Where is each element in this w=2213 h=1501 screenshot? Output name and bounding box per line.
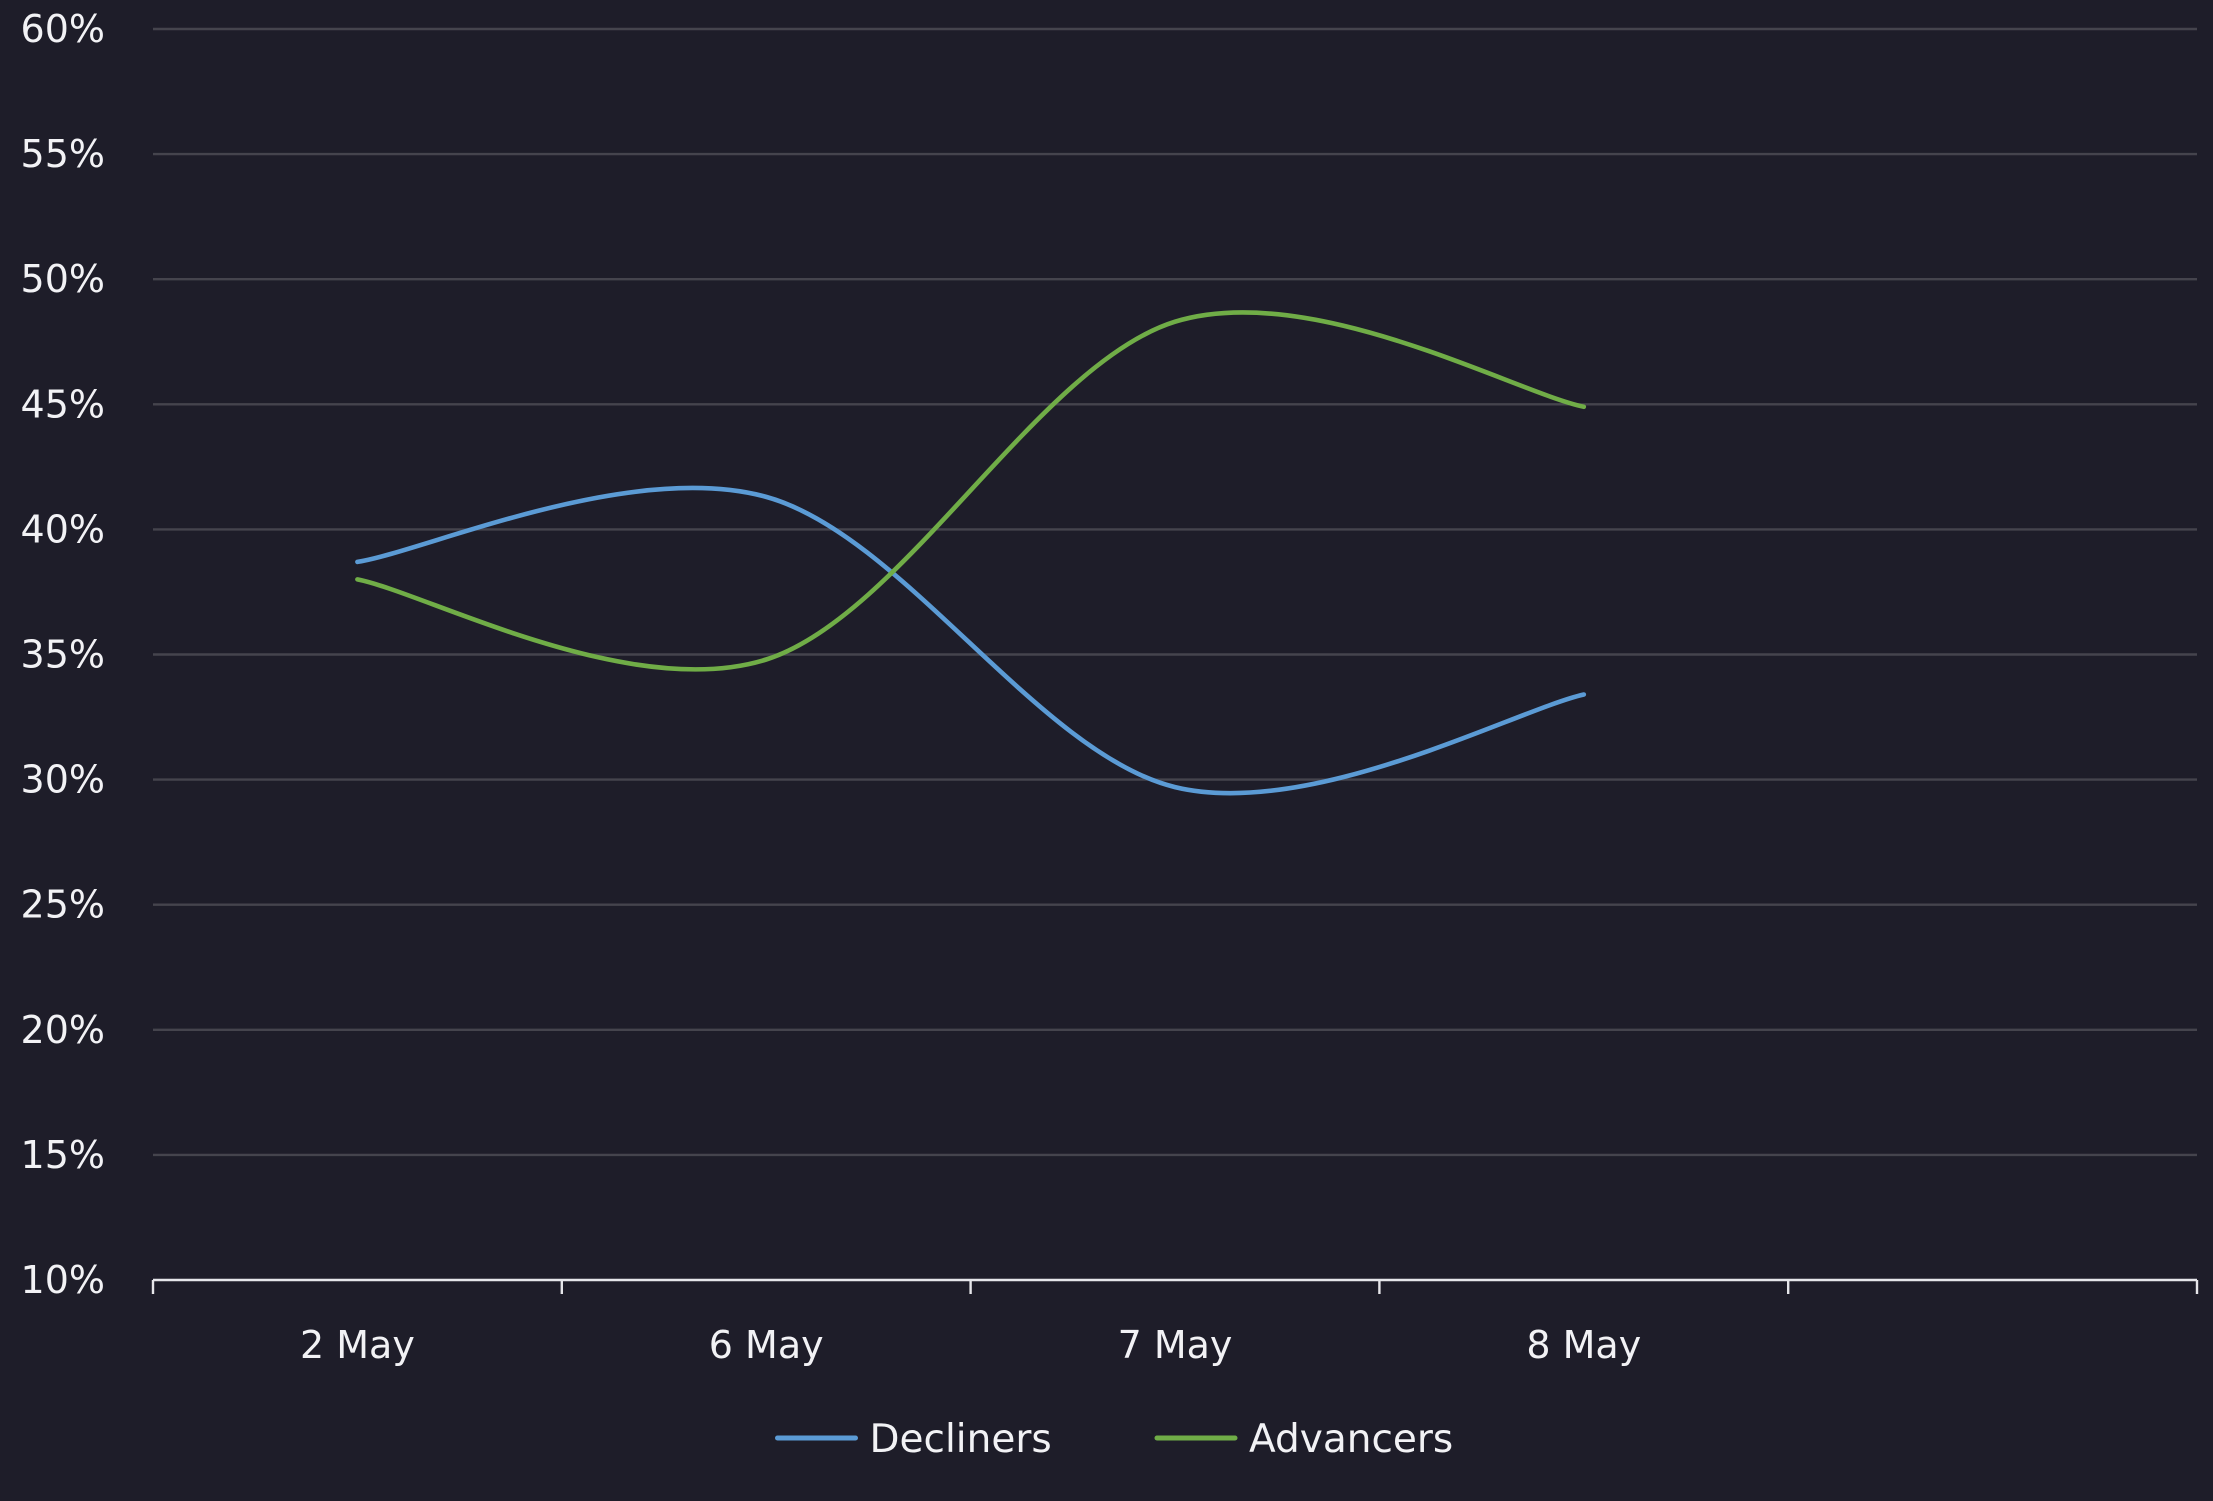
y-tick-label-30: 30% [21,758,105,802]
y-tick-label-45: 45% [21,382,105,426]
y-tick-label-20: 20% [21,1008,105,1052]
x-tick-label-2: 6 May [709,1323,824,1367]
y-tick-label-15: 15% [21,1133,105,1177]
x-tick-label-1: 2 May [300,1323,415,1367]
y-tick-label-60: 60% [21,7,105,51]
series-line-decliners [355,485,1587,796]
x-tick-label-3: 7 May [1118,1323,1233,1367]
x-tick-label-4: 8 May [1526,1323,1641,1367]
series-lines [355,310,1587,796]
legend-label-advancers: Advancers [1249,1417,1453,1462]
y-tick-label-25: 25% [21,883,105,927]
legend: Decliners Advancers [775,1417,1453,1462]
y-axis-labels: 10% 15% 20% 25% 30% 35% 40% 45% 50% 55% 60% [21,7,105,1302]
y-tick-label-50: 50% [21,257,105,301]
y-tick-label-10: 10% [21,1258,105,1302]
x-axis: 2 May 6 May 7 May 8 May [151,1278,2199,1367]
y-tick-label-40: 40% [21,507,105,551]
y-tick-label-35: 35% [21,633,105,677]
y-tick-label-55: 55% [21,132,105,176]
series-line-advancers [355,310,1587,672]
gridlines [153,27,2197,1157]
legend-label-decliners: Decliners [870,1417,1052,1462]
